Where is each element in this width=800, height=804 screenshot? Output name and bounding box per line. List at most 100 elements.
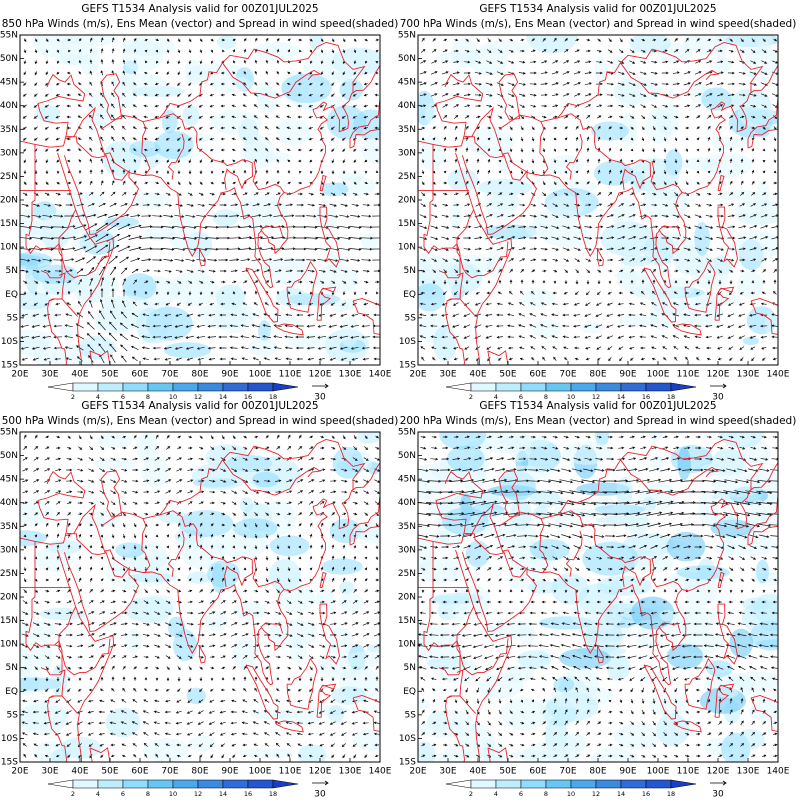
spread-shading [233,518,278,539]
lat-label: 15N [398,616,416,626]
lat-label: 5S [7,313,19,323]
colorbar-label: 10 [567,393,575,401]
spread-shading [716,687,739,699]
colorbar-segment [470,779,497,789]
lat-label: 5S [405,313,417,323]
spread-shading [308,35,324,51]
panel-title: GEFS T1534 Analysis valid for 00Z01JUL20… [81,400,318,412]
colorbar-label: 2 [469,393,473,401]
lat-label: 20N [398,593,416,603]
spread-shading [20,530,47,547]
lat-label: 35N [398,522,416,532]
spread-shading [540,224,592,247]
spread-shading [484,224,537,240]
spread-shading [545,155,584,175]
spread-shading [419,135,445,171]
spread-shading [212,209,239,227]
spread-shading [188,735,216,752]
coastline [456,606,509,676]
spread-shading [493,520,538,548]
map-content [418,432,778,762]
spread-shading [141,332,166,344]
spread-shading [450,38,479,68]
spread-shading [729,671,778,692]
lon-label: 140E [369,370,392,380]
lat-label: 10N [398,243,416,253]
lon-label: 130E [737,767,760,777]
coastline [260,622,283,634]
coastline [48,298,78,317]
lon-label: 110E [677,370,700,380]
spread-shading [136,594,173,625]
spread-shading [644,233,675,266]
spread-shading [286,333,334,349]
spread-shading [756,559,770,584]
lon-label: 40E [469,370,486,380]
colorbar-label: 8 [146,790,150,798]
spread-shading [115,542,145,558]
spread-shading [425,102,438,125]
colorbar-label: 6 [121,790,125,798]
reference-vector-label: 30 [314,790,326,800]
lon-label: 110E [279,767,302,777]
lat-label: EQ [5,687,18,697]
lat-label: EQ [5,290,18,300]
colorbar-segment [570,382,597,392]
coastline [498,470,521,518]
lon-label: 30E [439,767,456,777]
colorbar-segment [470,382,497,392]
spread-shading [361,233,379,250]
colorbar-label: 16 [642,393,650,401]
spread-shading [32,264,79,284]
lon-label: 100E [249,370,272,380]
colorbar-segment [122,779,149,789]
spread-shading [737,271,764,299]
lon-label: 30E [41,767,58,777]
lon-label: 120E [309,370,332,380]
spread-shading [78,335,116,360]
lon-label: 40E [469,767,486,777]
lat-label: 30N [398,545,416,555]
map-content [20,35,380,365]
lat-label: 40N [0,101,18,111]
coastline [286,260,318,313]
colorbar-label: 12 [592,790,600,798]
spread-shading [499,465,550,481]
lon-label: 60E [131,767,148,777]
spread-shading [326,105,367,140]
lon-label: 40E [71,767,88,777]
coastline [352,695,380,732]
coastline [714,286,735,321]
lat-label: 40N [398,101,416,111]
spread-shading [54,54,91,66]
coastline [275,720,304,733]
colorbar-segment [147,779,174,789]
coastline [418,587,461,676]
coastline [673,323,702,336]
lon-label: 60E [529,370,546,380]
coastline [275,323,304,336]
spread-shading [366,644,380,653]
spread-shading [718,432,765,449]
coastline [222,459,322,496]
spread-shading [446,445,485,473]
spread-shading [64,191,104,206]
colorbar-label: 18 [269,393,277,401]
lat-label: 10N [398,640,416,650]
spread-shading [418,464,442,501]
lat-label: 45N [0,78,18,88]
lon-label: 70E [161,767,178,777]
coastline [57,152,115,365]
lat-label: 10S [399,337,416,347]
lon-label: 80E [589,370,606,380]
spread-shading [297,744,327,762]
spread-shading [474,84,493,103]
lat-label: 25N [0,569,18,579]
coastline [20,190,63,279]
lon-label: 20E [11,370,28,380]
spread-shading [329,518,362,544]
lon-label: 130E [737,370,760,380]
colorbar-segment [147,382,174,392]
spread-shading [507,566,541,590]
colorbar-end [272,382,299,392]
